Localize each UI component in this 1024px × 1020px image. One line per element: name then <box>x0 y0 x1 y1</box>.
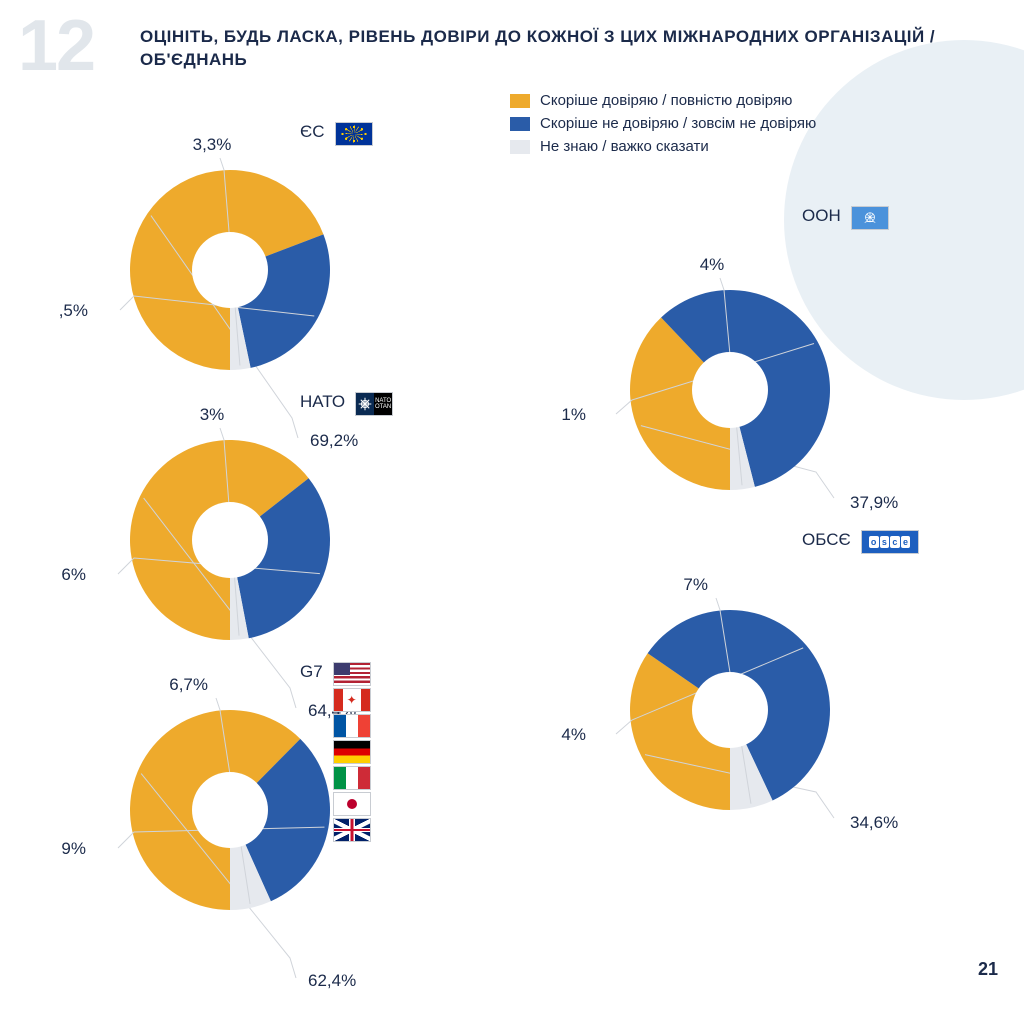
org-label-un: ООН <box>802 206 889 230</box>
legend-swatch <box>510 140 530 154</box>
un-logo-icon <box>851 206 889 230</box>
donut-hole <box>692 672 768 748</box>
pct-label-dontknow: 6,7% <box>169 675 208 694</box>
org-name: ОБСЄ <box>802 530 851 550</box>
legend-item: Не знаю / важко сказати <box>510 138 816 155</box>
pct-label-dontknow: 7% <box>683 575 708 594</box>
donut-hole <box>192 772 268 848</box>
legend-label: Не знаю / важко сказати <box>540 138 709 155</box>
donut-hole <box>192 232 268 308</box>
org-label-osce: ОБСЄ osce <box>802 530 919 554</box>
legend-label: Скоріше не довіряю / зовсім не довіряю <box>540 115 816 132</box>
pct-label-dontknow: 3,3% <box>193 135 232 154</box>
pct-label-distrust: 32,6% <box>60 565 86 584</box>
pct-label-trust: 34,6% <box>850 813 898 832</box>
org-name: ООН <box>802 206 841 226</box>
pct-label-dontknow: 4% <box>700 255 725 274</box>
org-name: G7 <box>300 662 323 682</box>
donut-chart-osce: 34,6% 58,4% 7% <box>560 540 900 920</box>
pct-label-trust: 62,4% <box>308 971 356 990</box>
org-label-ec: ЄС <box>300 122 373 146</box>
page-title: ОЦІНІТЬ, БУДЬ ЛАСКА, РІВЕНЬ ДОВІРИ ДО КО… <box>140 26 984 72</box>
osce-logo-icon: osce <box>861 530 919 554</box>
donut-hole <box>192 502 268 578</box>
pct-label-distrust: 30,9% <box>60 839 86 858</box>
legend-item: Скоріше не довіряю / зовсім не довіряю <box>510 115 816 132</box>
pct-label-dontknow: 3% <box>200 405 225 424</box>
org-name: НАТО <box>300 392 345 412</box>
donut-hole <box>692 352 768 428</box>
g7-logo-icon: ✦ <box>333 662 371 842</box>
org-label-g7: G7 ✦ <box>300 662 371 842</box>
pct-label-distrust: 58,1% <box>560 405 586 424</box>
legend-item: Скоріше довіряю / повністю довіряю <box>510 92 816 109</box>
org-name: ЄС <box>300 122 325 142</box>
legend-swatch <box>510 117 530 131</box>
legend-label: Скоріше довіряю / повністю довіряю <box>540 92 792 109</box>
pct-label-distrust: 58,4% <box>560 725 586 744</box>
nato-logo-icon: NATOOTAN <box>355 392 393 416</box>
eu-logo-icon <box>335 122 373 146</box>
legend-swatch <box>510 94 530 108</box>
pct-label-distrust: 27,5% <box>60 301 88 320</box>
legend: Скоріше довіряю / повністю довіряю Скоріш… <box>510 92 816 161</box>
charts-area: 69,2%27,5%3,3%ЄС64,4%32,6%3%НАТОNATOOTAN… <box>0 100 1024 994</box>
page-number: 12 <box>18 10 94 82</box>
org-label-nato: НАТО NATOOTAN <box>300 392 393 416</box>
pct-label-trust: 37,9% <box>850 493 898 512</box>
